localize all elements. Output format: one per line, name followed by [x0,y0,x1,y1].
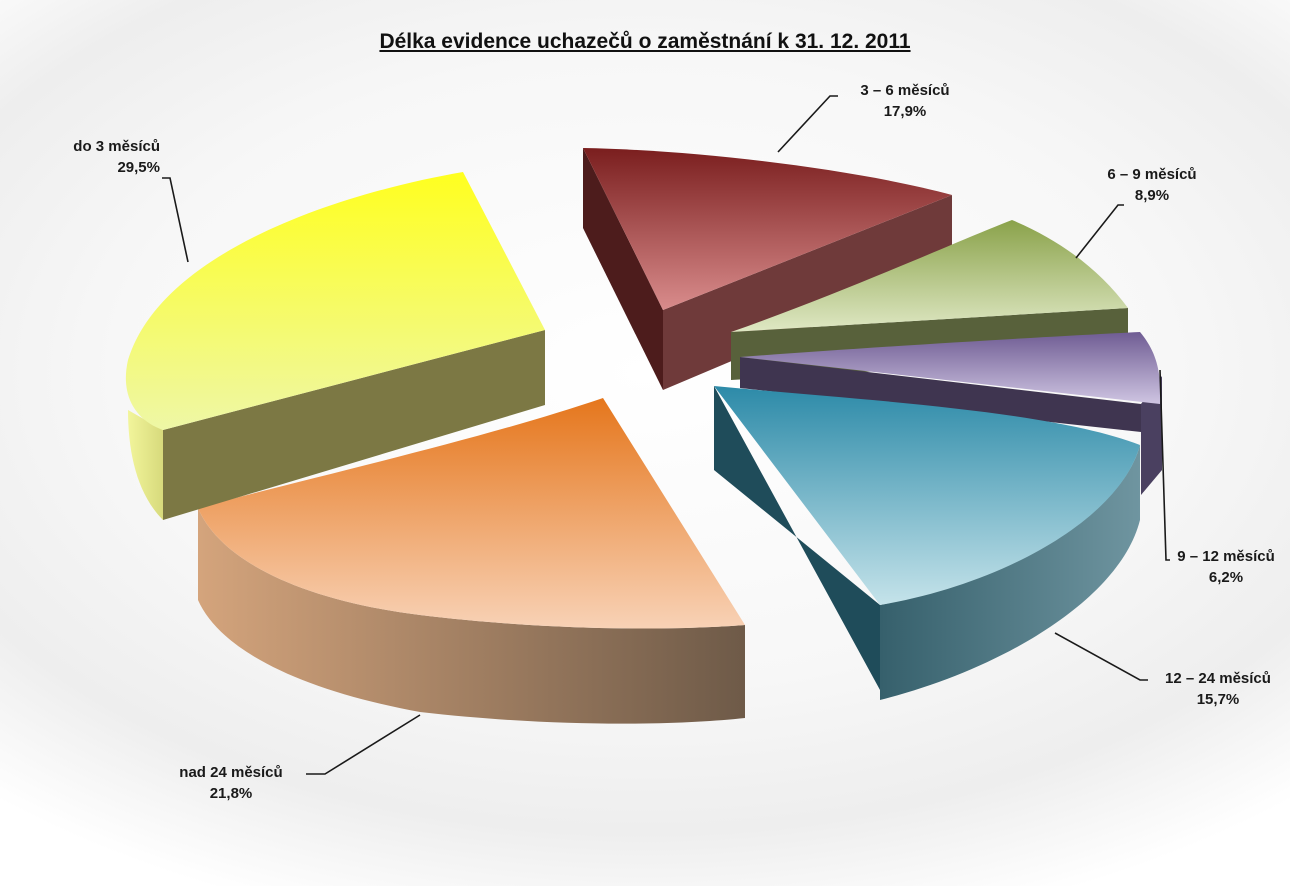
label-6-9-months: 6 – 9 měsíců 8,9% [1084,164,1220,206]
label-over-24-months-name: nad 24 měsíců [179,764,283,781]
label-3-6-months: 3 – 6 měsíců 17,9% [840,80,970,122]
label-12-24-months: 12 – 24 měsíců 15,7% [1150,668,1286,710]
leader-line-6-9 [1075,204,1124,259]
leader-line-12-24 [1054,632,1148,681]
label-12-24-months-value: 15,7% [1196,691,1240,708]
chart-title: Délka evidence uchazečů o zaměstnání k 3… [379,30,911,53]
slice-up-to-3-months [125,172,545,520]
label-over-24-months: nad 24 měsíců 21,8% [160,762,302,804]
label-9-12-months-value: 6,2% [1208,569,1244,586]
label-over-24-months-value: 21,8% [209,785,253,802]
label-9-12-months: 9 – 12 měsíců 6,2% [1166,546,1286,588]
label-3-6-months-name: 3 – 6 měsíců [860,82,950,99]
leader-line-9-12 [1159,369,1170,561]
label-up-to-3-months-name: do 3 měsíců [73,138,160,155]
label-12-24-months-name: 12 – 24 měsíců [1165,670,1271,687]
label-up-to-3-months: do 3 měsíců 29,5% [40,136,160,178]
label-up-to-3-months-value: 29,5% [117,159,160,176]
slice-12-24-months [714,386,1140,700]
slice-9-12-months [740,332,1162,495]
label-9-12-months-name: 9 – 12 měsíců [1177,548,1275,565]
label-6-9-months-value: 8,9% [1134,187,1170,204]
label-3-6-months-value: 17,9% [883,103,927,120]
leader-lines [162,95,1170,775]
slice-over-24-months [198,398,745,724]
leader-line-3-6 [777,95,838,153]
leader-line-up-to-3 [162,177,189,263]
label-6-9-months-name: 6 – 9 měsíců [1107,166,1197,183]
leader-line-over-24 [306,714,421,775]
